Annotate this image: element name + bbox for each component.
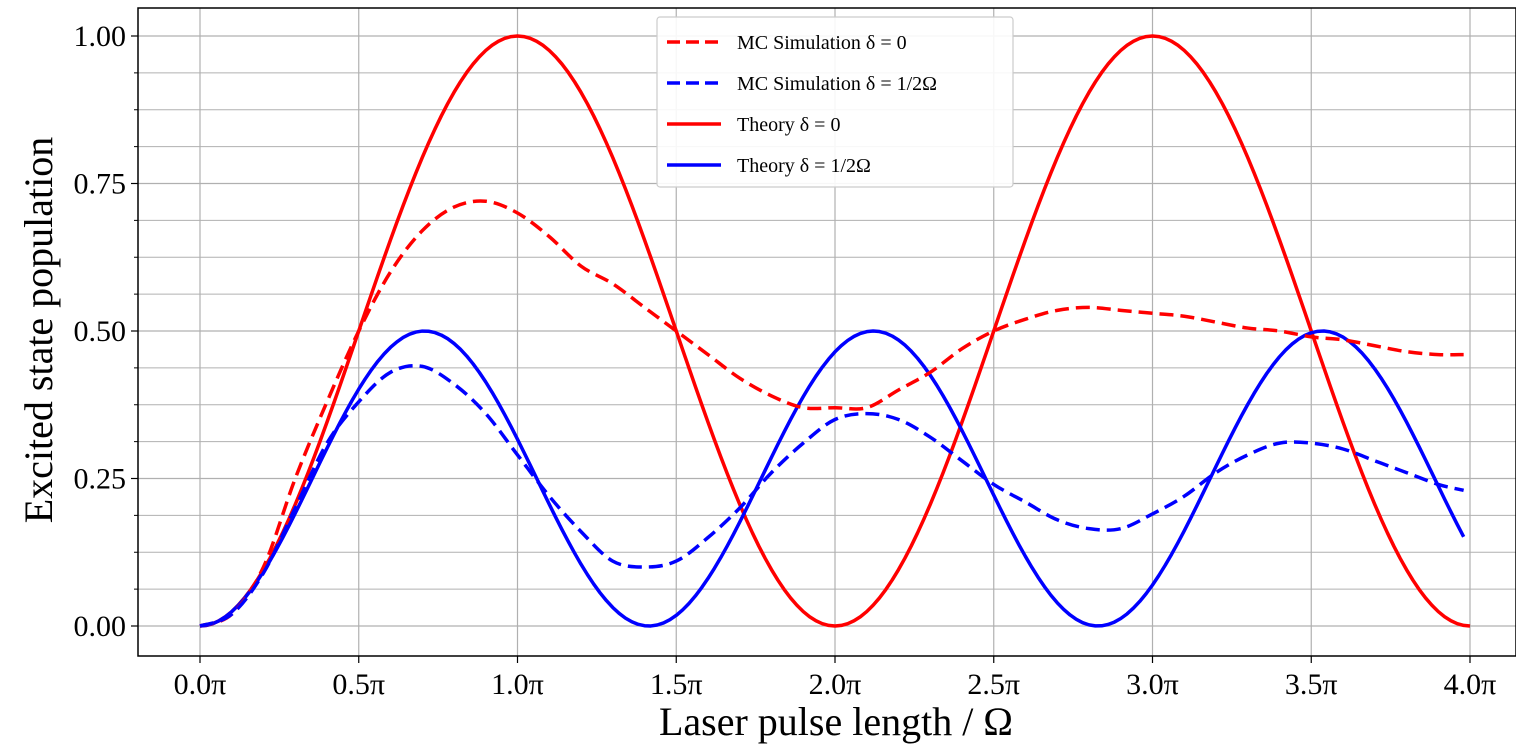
plot-lines — [199, 34, 1471, 628]
y-tick-label: 0.75 — [74, 168, 127, 201]
y-tick-label: 0.50 — [74, 315, 127, 348]
x-tick-label: 1.5π — [650, 668, 703, 701]
legend-entry: Theory δ = 0 — [737, 114, 840, 136]
legend-entry: Theory δ = 1/2Ω — [737, 155, 871, 177]
legend: MC Simulation δ = 0 MC Simulation δ = 1/2… — [656, 16, 1014, 188]
y-axis-label: Excited state population — [16, 137, 61, 524]
legend-entry: MC Simulation δ = 1/2Ω — [737, 73, 937, 95]
x-tick-label: 0.5π — [332, 668, 385, 701]
x-tick-label: 2.5π — [967, 668, 1020, 701]
plot-frame — [137, 7, 1516, 657]
series-line-theory-0 — [199, 34, 1471, 628]
y-tick-label: 0.00 — [74, 610, 127, 643]
x-tick-label: 1.0π — [491, 668, 544, 701]
x-tick-label: 3.5π — [1285, 668, 1338, 701]
x-tick-label: 3.0π — [1126, 668, 1179, 701]
series-line-theory-1-2- — [199, 329, 1466, 628]
series-line-mc-simulation-0 — [199, 199, 1464, 628]
legend-entry: MC Simulation δ = 0 — [737, 32, 907, 54]
y-tick-label: 0.25 — [74, 463, 127, 496]
series-line-mc-simulation-1-2- — [199, 363, 1465, 628]
x-tick-label: 0.0π — [174, 668, 227, 701]
legend-box — [656, 16, 1014, 188]
x-tick-label: 4.0π — [1444, 668, 1497, 701]
x-axis-label: Laser pulse length / Ω — [659, 699, 1013, 744]
axis-ticks: 0.0π 0.5π 1.0π 1.5π 2.0π 2.5π 3.0π 3.5π 4.0π 0.00… — [74, 20, 1497, 701]
x-tick-label: 2.0π — [809, 668, 862, 701]
y-tick-label: 1.00 — [74, 20, 127, 53]
